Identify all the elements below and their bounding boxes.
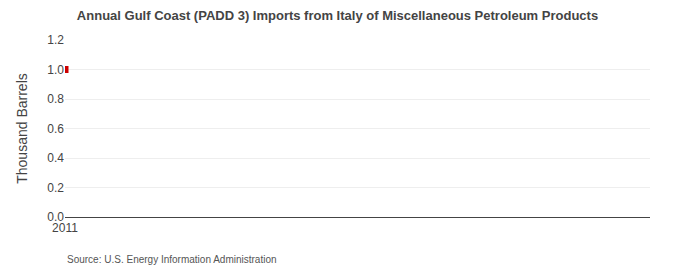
- svg-text:1.2: 1.2: [47, 33, 64, 47]
- svg-text:0.0: 0.0: [47, 210, 64, 224]
- svg-text:0.6: 0.6: [47, 122, 64, 136]
- svg-text:Annual Gulf Coast (PADD 3) Imp: Annual Gulf Coast (PADD 3) Imports from …: [77, 8, 598, 23]
- svg-text:1.0: 1.0: [47, 63, 64, 77]
- svg-text:2011: 2011: [52, 221, 78, 235]
- svg-text:0.8: 0.8: [47, 92, 64, 106]
- svg-text:0.4: 0.4: [47, 151, 64, 165]
- svg-text:Source: U.S. Energy Informatio: Source: U.S. Energy Information Administ…: [67, 254, 277, 265]
- svg-text:0.2: 0.2: [47, 181, 64, 195]
- svg-text:Thousand Barrels: Thousand Barrels: [14, 73, 30, 184]
